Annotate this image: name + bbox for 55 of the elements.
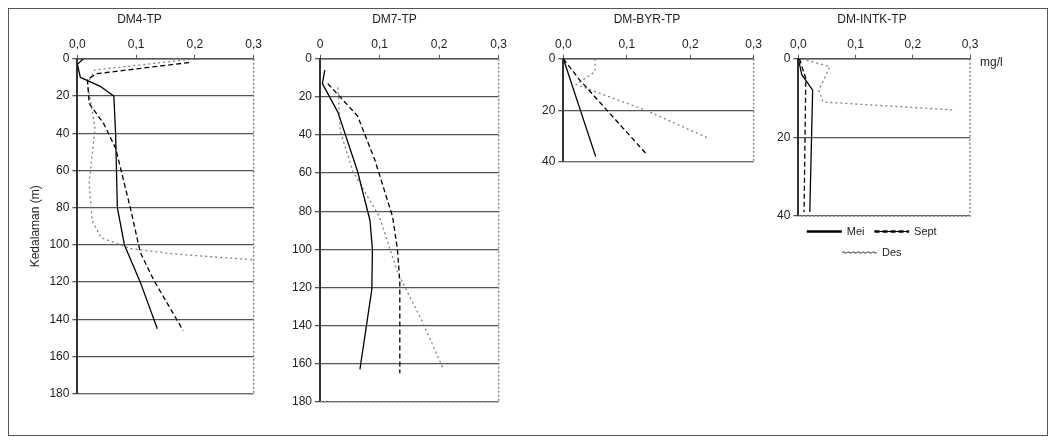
y-tick-label: 20 [298,89,313,104]
line-series [575,58,710,140]
x-tick-label: 0,1 [847,36,865,51]
y-tick-label: 80 [298,203,313,218]
x-tick-label: 0,3 [490,36,508,51]
x-tick-label: 0,1 [371,36,389,51]
x-tick-label: 0,0 [790,36,808,51]
line-series [337,86,444,369]
chart-title: DM4-TP [117,11,162,26]
x-tick-label: 0,3 [745,36,763,51]
y-tick-label: 0 [305,51,313,66]
chart-title: DM-INTK-TP [837,11,907,26]
line-series [801,58,954,111]
y-tick-label: 40 [541,154,556,169]
x-tick-label: 0,1 [618,36,636,51]
y-tick-label: 40 [298,127,313,142]
legend-label: Des [881,245,903,258]
y-tick-label: 20 [56,88,70,103]
y-tick-label: 20 [541,102,556,117]
y-tick-label: 160 [291,356,313,370]
x-tick-label: 0,0 [555,36,573,51]
line-series [327,82,401,374]
y-tick-label: 0 [548,51,556,66]
x-tick-label: 0,0 [69,36,87,51]
chart-title: DM7-TP [372,11,417,26]
y-tick-label: 120 [49,274,70,289]
y-tick-label: 40 [776,208,791,223]
text: mg/l [980,55,1003,70]
x-tick-label: 0 [316,36,324,51]
y-tick-label: 0 [62,51,70,66]
y-tick-label: 60 [56,162,70,177]
legend-label: Sept [914,224,937,237]
y-tick-label: 140 [49,311,70,326]
y-tick-label: 180 [291,394,313,409]
x-tick-label: 0,2 [430,36,448,51]
y-tick-label: 140 [291,317,313,332]
y-tick-label: 100 [49,237,70,252]
y-tick-label: 0 [783,51,791,66]
y-tick-label: 60 [298,165,313,180]
y-tick-label: 100 [291,241,313,256]
x-tick-label: 0,2 [904,36,922,51]
y-tick-label: 80 [56,200,70,214]
y-axis-title: Kedalaman (m) [27,185,42,268]
y-tick-label: 120 [291,279,313,294]
x-tick-label: 0,2 [681,36,699,51]
x-tick-label: 0,2 [186,36,204,51]
y-tick-label: 180 [49,386,70,401]
y-tick-label: 160 [49,348,70,363]
legend-label: Mei [846,224,865,237]
x-tick-label: 0,1 [127,36,145,51]
x-tick-label: 0,3 [961,36,979,51]
y-tick-label: 40 [56,125,70,140]
x-tick-label: 0,3 [245,36,263,51]
chart-title: DM-BYR-TP [613,11,681,26]
y-tick-label: 20 [776,129,791,144]
